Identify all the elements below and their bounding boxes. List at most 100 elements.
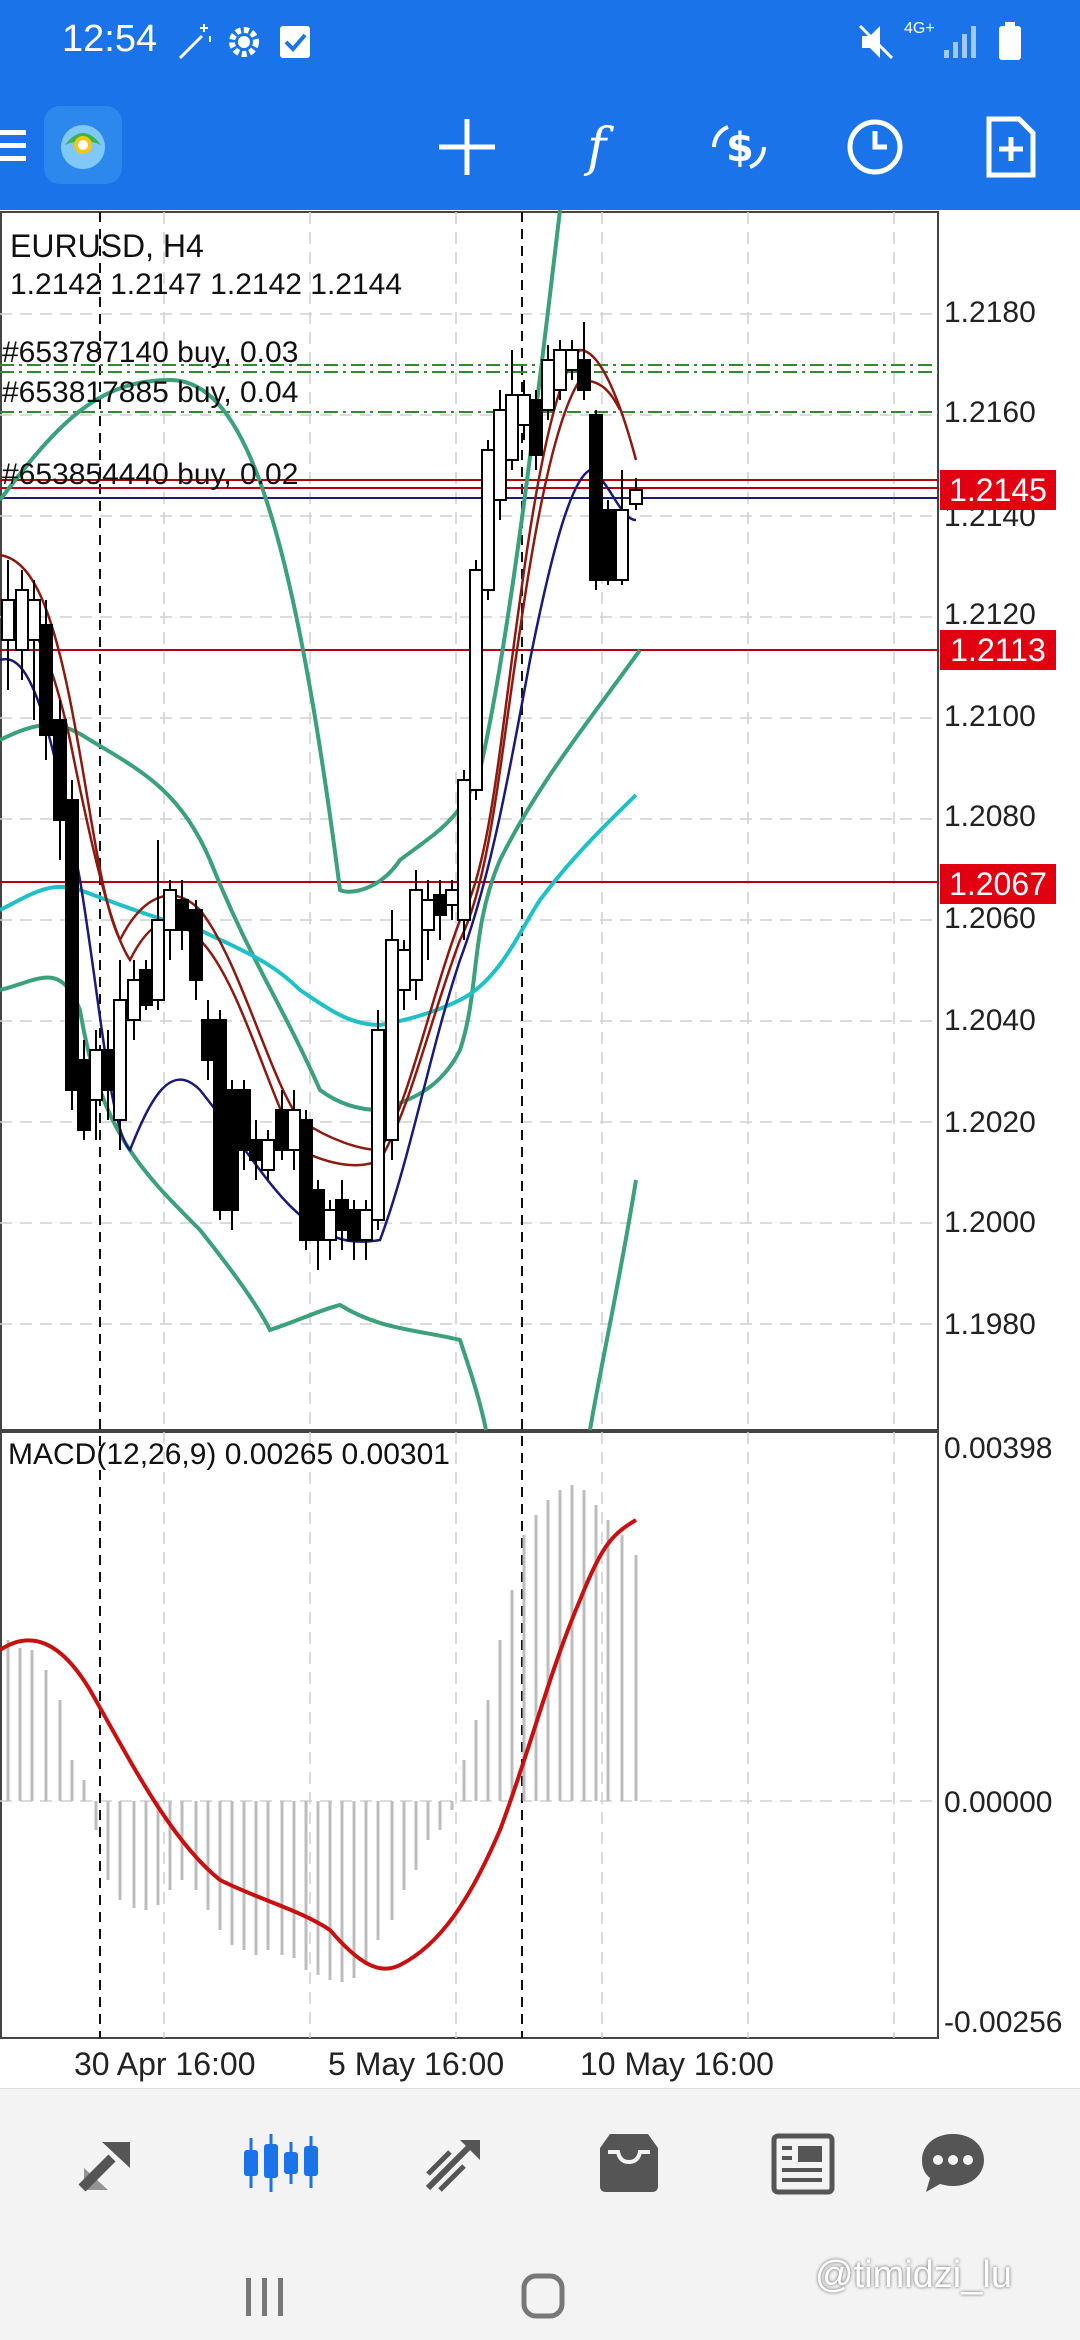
candle xyxy=(493,409,507,501)
order-label[interactable]: #653787140 buy, 0.03 xyxy=(2,336,299,369)
price-tick: 1.2080 xyxy=(944,800,1036,833)
macd-scale: 0.00398 xyxy=(944,1432,1053,1465)
candle xyxy=(201,1019,215,1061)
menu-icon[interactable] xyxy=(0,126,30,166)
candle xyxy=(189,909,203,981)
bollinger-lower xyxy=(0,975,488,1431)
bollinger-middle xyxy=(0,648,642,1113)
candle xyxy=(163,889,177,931)
candle xyxy=(565,349,579,371)
candle xyxy=(421,899,435,931)
nav-trade[interactable] xyxy=(400,2113,510,2213)
candle xyxy=(589,414,603,581)
candle xyxy=(27,599,41,641)
candle xyxy=(275,1109,289,1151)
ma-cyan xyxy=(0,793,638,1028)
home-icon[interactable] xyxy=(520,2272,566,2320)
candle xyxy=(371,1029,385,1221)
magic-wand-icon xyxy=(178,24,211,60)
price-tick: 1.1980 xyxy=(944,1308,1036,1341)
candle xyxy=(151,919,165,1001)
macd-histogram xyxy=(6,1485,638,1982)
ma-brown-2 xyxy=(0,378,622,1167)
chart-area[interactable] xyxy=(0,210,1080,2090)
candle xyxy=(113,999,127,1121)
candle xyxy=(553,349,567,391)
candle xyxy=(445,889,459,906)
time-label: 5 May 16:00 xyxy=(328,2046,505,2082)
chart-icon xyxy=(244,2134,318,2192)
battery-icon xyxy=(999,22,1021,60)
bollinger-lower-right xyxy=(588,1179,638,1431)
candle xyxy=(469,569,483,791)
candle xyxy=(249,1139,263,1161)
recent-apps-icon[interactable] xyxy=(240,2274,290,2320)
price-tick: 1.2180 xyxy=(944,296,1036,329)
indicators-button[interactable]: f xyxy=(568,112,638,182)
trade-icon xyxy=(425,2140,480,2192)
ohlc-values: 1.2142 1.2147 1.2142 1.2144 xyxy=(10,268,403,301)
metatrader-logo-icon xyxy=(61,125,105,169)
order-label[interactable]: #653854440 buy, 0.02 xyxy=(2,458,299,491)
nav-news[interactable] xyxy=(748,2113,858,2213)
candle xyxy=(335,1199,349,1231)
price-tag: 1.2067 xyxy=(940,864,1056,904)
price-tick: 1.2120 xyxy=(944,598,1036,631)
candle xyxy=(323,1209,337,1241)
price-tick: 1.2020 xyxy=(944,1106,1036,1139)
candle xyxy=(529,399,543,456)
ma-brown xyxy=(0,348,638,1152)
nav-chat[interactable] xyxy=(898,2113,1008,2213)
macd-title: MACD(12,26,9) 0.00265 0.00301 xyxy=(8,1438,450,1471)
mute-icon xyxy=(858,24,894,60)
price-tick: 1.2000 xyxy=(944,1206,1036,1239)
metatrader-logo[interactable] xyxy=(44,106,122,184)
new-order-button[interactable] xyxy=(976,112,1046,182)
timeframe-button[interactable] xyxy=(840,112,910,182)
candle xyxy=(397,949,411,991)
bottom-nav xyxy=(0,2088,1080,2253)
quotes-icon xyxy=(78,2142,130,2192)
price-tick: 1.2160 xyxy=(944,396,1036,429)
candle xyxy=(89,1049,103,1101)
candle xyxy=(601,509,615,581)
indicators-icon: f xyxy=(583,118,614,177)
symbol-title: EURUSD, H4 xyxy=(10,228,204,264)
svg-text:$: $ xyxy=(726,125,754,171)
chart-canvas[interactable] xyxy=(0,0,1080,2090)
candle xyxy=(457,779,471,921)
candle xyxy=(299,1119,313,1241)
time-label: 10 May 16:00 xyxy=(580,2046,774,2082)
system-nav-bar xyxy=(0,2252,1080,2340)
status-bar: 12:54 4G+ xyxy=(0,0,1080,80)
candle xyxy=(577,359,591,391)
nav-chart[interactable] xyxy=(226,2113,336,2213)
candle xyxy=(385,939,399,1141)
status-time: 12:54 xyxy=(62,18,158,60)
candle xyxy=(261,1139,275,1171)
candle xyxy=(237,1089,251,1151)
candle xyxy=(39,624,53,736)
price-tag-current: 1.2145 xyxy=(940,470,1056,510)
nav-quotes[interactable] xyxy=(52,2113,162,2213)
candle xyxy=(433,894,447,916)
macd-scale: -0.00256 xyxy=(944,2006,1063,2039)
clock-icon xyxy=(847,119,903,175)
candle xyxy=(213,1019,227,1211)
candle xyxy=(77,1059,91,1131)
candle xyxy=(615,509,629,581)
order-label[interactable]: #653817885 buy, 0.04 xyxy=(2,376,299,409)
candle xyxy=(127,979,141,1021)
candle xyxy=(287,1109,301,1151)
candle xyxy=(15,589,29,651)
candle xyxy=(53,719,67,821)
crosshair-button[interactable] xyxy=(432,112,502,182)
signal-4g-icon xyxy=(944,26,976,58)
candle xyxy=(311,1189,325,1241)
trade-button[interactable]: $ xyxy=(704,112,774,182)
checkbox-icon xyxy=(280,26,310,58)
nav-history[interactable] xyxy=(574,2113,684,2213)
candle xyxy=(409,889,423,981)
macd-frame xyxy=(0,1431,939,2039)
macd-signal-line xyxy=(0,1518,637,1971)
